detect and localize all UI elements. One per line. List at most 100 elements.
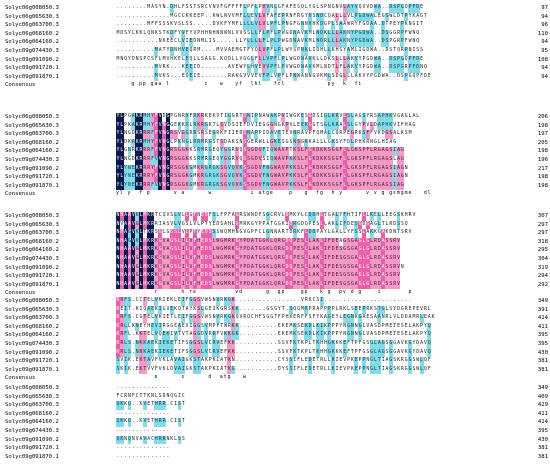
sequence-name: Solyc09g074430.3	[5, 256, 59, 262]
residue: L	[250, 21, 255, 30]
residue: F	[273, 64, 278, 73]
residue: D	[246, 263, 251, 273]
residue: F	[327, 263, 332, 273]
residue: K	[350, 65, 354, 71]
residue: V	[258, 181, 263, 191]
sequence-name: Solyc06g065630.3	[5, 13, 59, 20]
residue: R	[239, 213, 243, 218]
residue: V	[158, 65, 162, 71]
residue: G	[374, 73, 377, 79]
residue: E	[150, 322, 155, 332]
residue-track: NHAAVGLMKRKGVAGSLILVFHEDSLWGMRKGYPDATGGK…	[116, 246, 401, 255]
residue: Y	[197, 230, 201, 236]
residue: A	[381, 272, 386, 281]
residue: R	[339, 306, 343, 312]
residue: R	[397, 30, 400, 36]
residue: L	[304, 280, 309, 290]
residue: G	[208, 56, 212, 62]
residue: F	[358, 341, 362, 346]
residue: .	[158, 385, 162, 390]
residue: N	[162, 121, 166, 131]
residue: G	[204, 173, 209, 182]
residue-track: KRLS.NKKAEKIEKETIFSGGSLVCRVEFKK.........…	[116, 340, 432, 349]
residue: E	[147, 419, 151, 425]
residue: A	[146, 305, 151, 315]
residue: .	[143, 428, 147, 433]
residue: K	[116, 331, 120, 340]
residue: N	[304, 22, 308, 28]
residue: A	[381, 164, 386, 174]
residue: F	[312, 315, 316, 321]
residue: R	[208, 181, 213, 191]
residue: A	[369, 21, 374, 30]
residue: D	[366, 22, 370, 28]
residue: V	[277, 213, 281, 218]
residue: P	[170, 114, 174, 119]
residue: S	[358, 173, 362, 182]
residue: P	[292, 237, 297, 247]
residue: L	[200, 348, 205, 358]
residue: K	[323, 156, 328, 165]
residue: G	[308, 181, 313, 191]
residue: K	[397, 358, 400, 364]
residue: G	[231, 114, 235, 119]
residue: E	[258, 122, 262, 128]
residue: K	[316, 22, 320, 28]
residue: S	[201, 56, 204, 62]
residue: .	[258, 349, 262, 355]
residue: F	[304, 315, 308, 321]
residue: D	[227, 56, 231, 62]
residue: .	[297, 298, 301, 303]
residue: G	[262, 272, 266, 281]
residue: G	[174, 13, 178, 19]
residue: P	[331, 323, 335, 329]
residue: D	[385, 48, 389, 53]
residue: Y	[177, 30, 181, 36]
residue: L	[304, 246, 309, 255]
residue: I	[323, 280, 328, 290]
residue: A	[127, 220, 132, 230]
residue: F	[116, 393, 120, 399]
residue: E	[420, 5, 424, 10]
residue: R	[196, 138, 201, 148]
residue: N	[135, 340, 140, 349]
position-number: 349	[537, 298, 548, 304]
residue: T	[297, 341, 301, 346]
residue: .	[251, 306, 254, 312]
residue: T	[181, 419, 185, 425]
residue: K	[312, 164, 316, 174]
position-number: 429	[537, 402, 548, 409]
residue: R	[142, 164, 147, 174]
residue: S	[216, 230, 220, 236]
residue: .	[128, 410, 131, 416]
residue: V	[308, 64, 313, 73]
residue: R	[200, 173, 205, 182]
sequence-name: Solyc06g008050.3	[5, 114, 59, 120]
residue: S	[127, 340, 132, 349]
residue: S	[158, 30, 162, 36]
residue: V	[216, 5, 220, 10]
residue: K	[231, 340, 236, 349]
residue: R	[212, 348, 216, 358]
residue: K	[135, 30, 139, 36]
residue: T	[312, 341, 316, 346]
residue: .	[216, 73, 220, 79]
residue: E	[135, 366, 139, 372]
residue: S	[208, 237, 213, 247]
residue: K	[185, 147, 190, 156]
residue: L	[342, 147, 347, 156]
residue: L	[419, 365, 424, 375]
residue: D	[370, 65, 374, 71]
residue: .	[120, 48, 124, 53]
residue: L	[254, 4, 259, 13]
residue: L	[181, 56, 185, 62]
residue: A	[123, 246, 128, 255]
residue: P	[331, 332, 335, 338]
residue: P	[420, 332, 424, 338]
residue: G	[331, 230, 335, 236]
residue: R	[277, 272, 282, 281]
residue: A	[304, 65, 308, 71]
residue: M	[223, 246, 228, 255]
residue: S	[296, 181, 301, 191]
residue: H	[320, 341, 324, 346]
